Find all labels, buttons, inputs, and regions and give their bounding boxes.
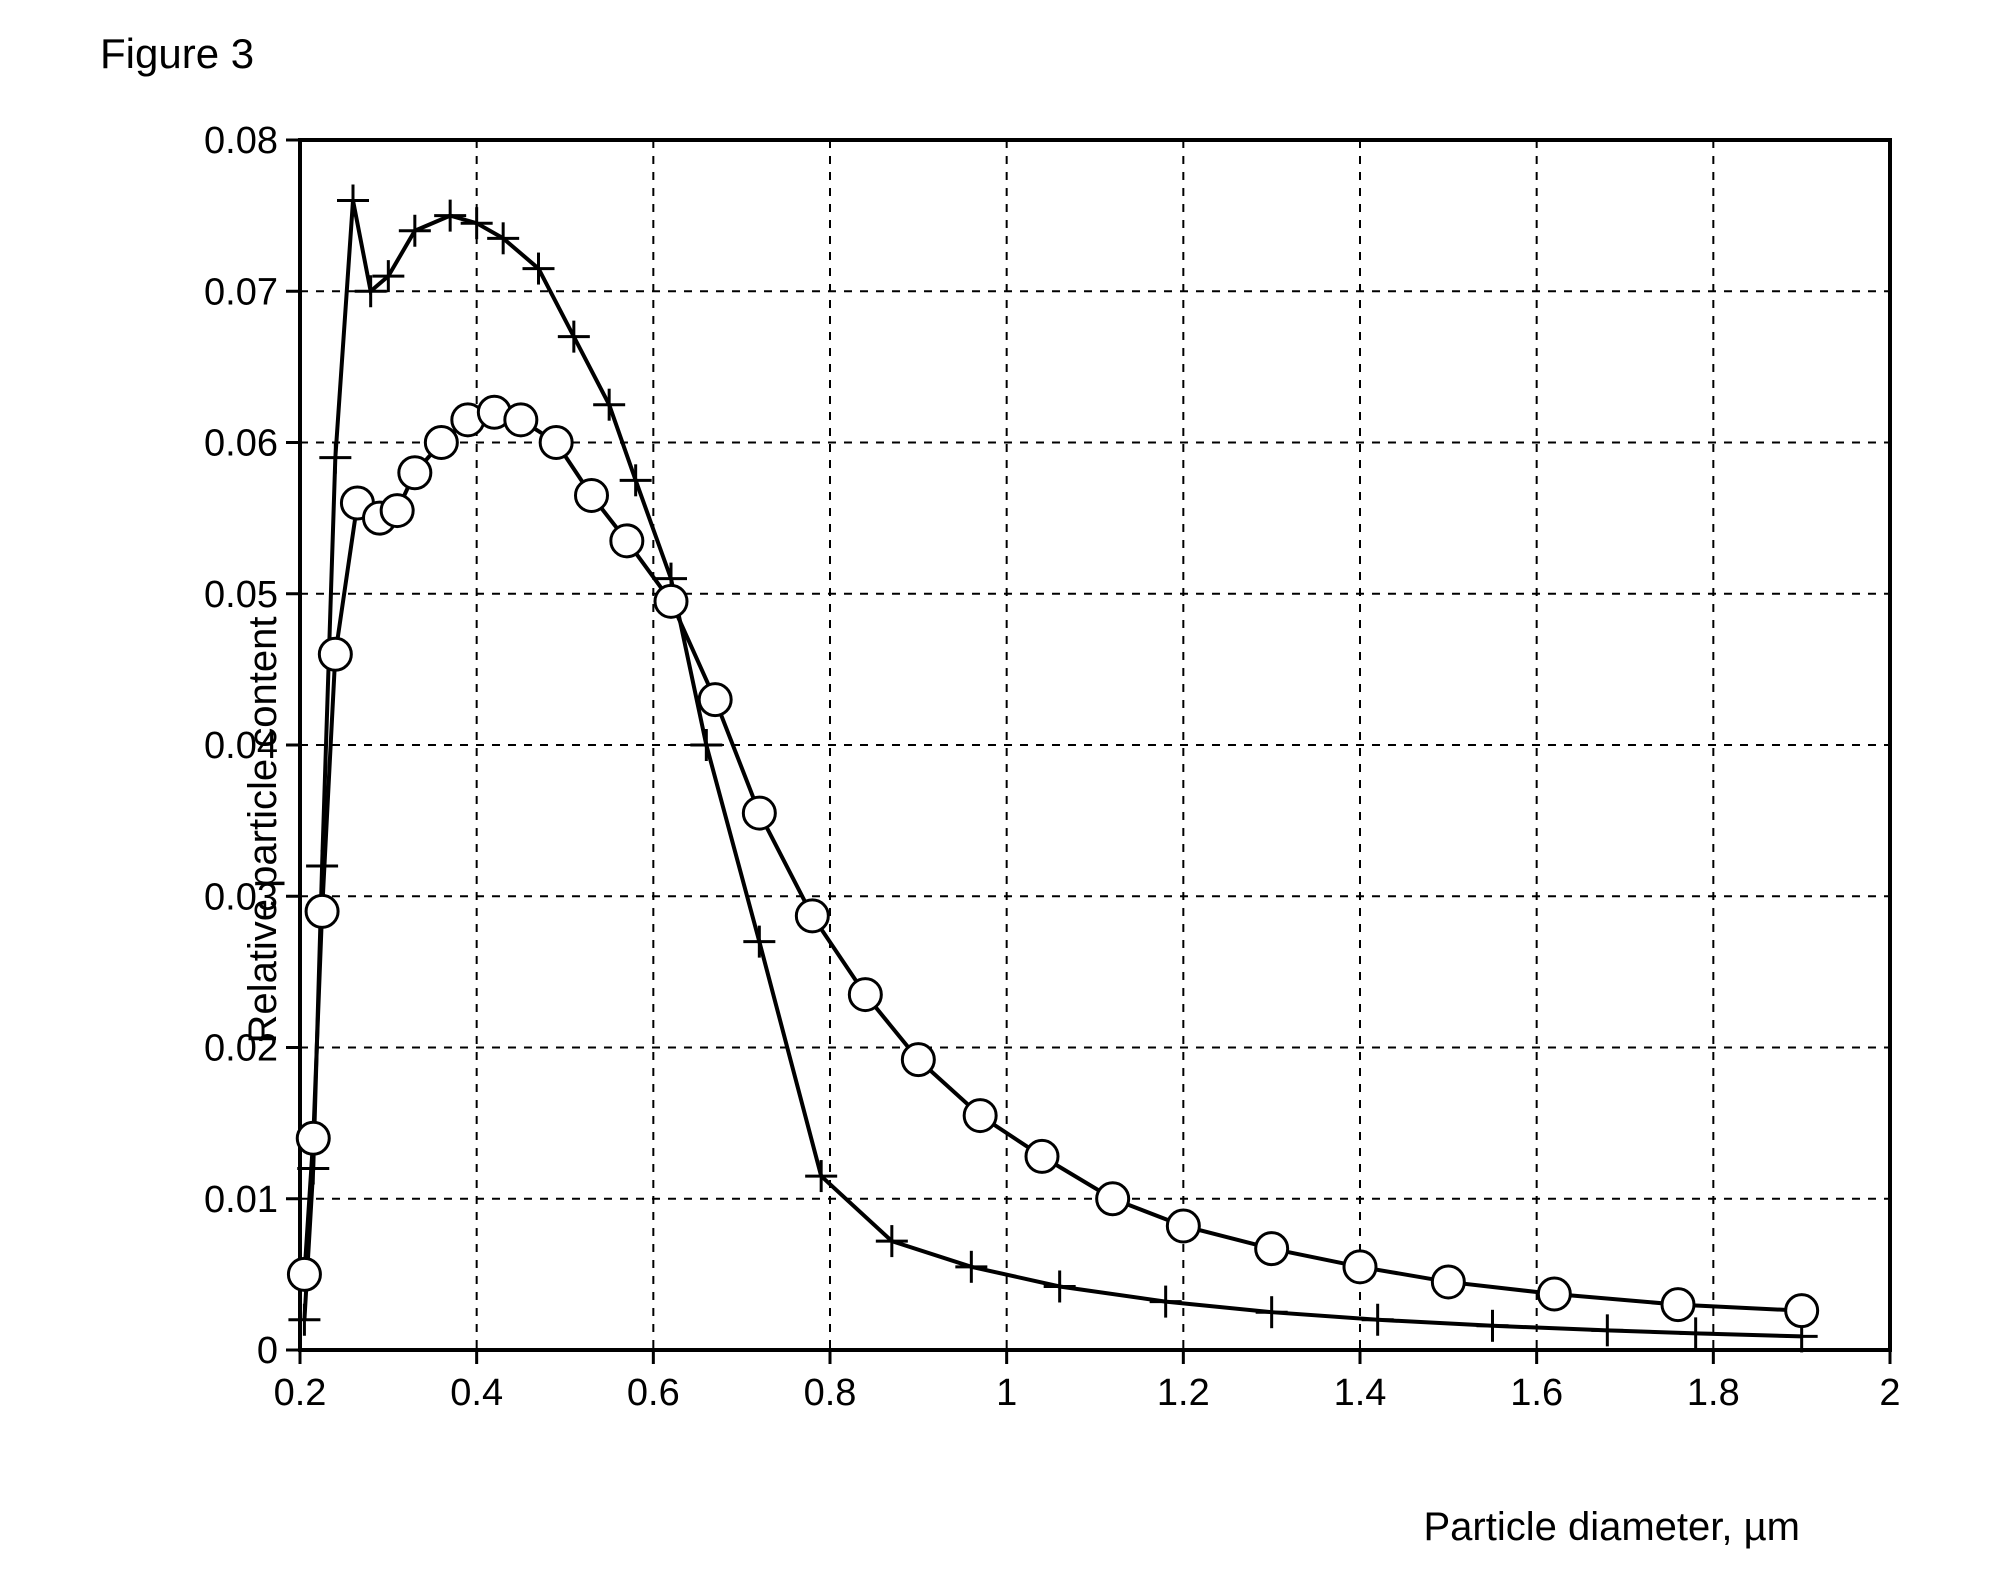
svg-text:1.6: 1.6 — [1510, 1372, 1563, 1414]
svg-text:2: 2 — [1879, 1372, 1900, 1414]
svg-text:0.05: 0.05 — [204, 574, 278, 616]
particle-distribution-chart: 0.20.40.60.811.21.41.61.8200.010.020.030… — [180, 120, 1920, 1440]
svg-text:0.8: 0.8 — [804, 1372, 857, 1414]
chart-container: Relative particle content 0.2 0.4 0.6 0.8 1 1… — [180, 120, 1920, 1540]
svg-text:1.4: 1.4 — [1334, 1372, 1387, 1414]
svg-text:0.4: 0.4 — [450, 1372, 503, 1414]
page: Figure 3 Relative particle content 0.2 0.… — [0, 0, 2000, 1596]
figure-title: Figure 3 — [100, 30, 254, 78]
svg-text:0.6: 0.6 — [627, 1372, 680, 1414]
svg-text:1: 1 — [996, 1372, 1017, 1414]
svg-text:0.01: 0.01 — [204, 1179, 278, 1221]
svg-text:1.8: 1.8 — [1687, 1372, 1740, 1414]
x-axis-label: Particle diameter, µm — [1423, 1505, 1800, 1550]
svg-text:1.2: 1.2 — [1157, 1372, 1210, 1414]
svg-text:0: 0 — [257, 1330, 278, 1372]
svg-text:0.08: 0.08 — [204, 120, 278, 162]
svg-text:0.07: 0.07 — [204, 271, 278, 313]
svg-text:0.2: 0.2 — [274, 1372, 327, 1414]
y-axis-label: Relative particle content — [241, 617, 286, 1044]
svg-text:0.06: 0.06 — [204, 423, 278, 465]
